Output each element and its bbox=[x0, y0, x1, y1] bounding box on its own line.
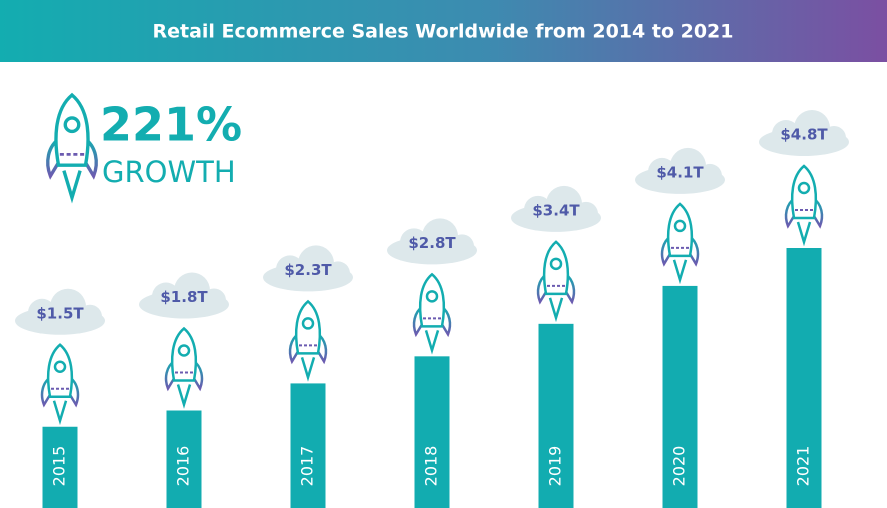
value-label: $2.3T bbox=[284, 261, 332, 279]
cloud-part bbox=[28, 298, 56, 327]
rocket-flame bbox=[62, 170, 82, 204]
rocket-window bbox=[301, 317, 315, 330]
cloud-part bbox=[326, 261, 350, 286]
bar bbox=[786, 248, 822, 508]
bar bbox=[42, 426, 78, 508]
cloud-part bbox=[202, 288, 226, 313]
rocket-window bbox=[63, 116, 81, 134]
bar bbox=[414, 356, 450, 508]
bar bbox=[166, 410, 202, 508]
cloud bbox=[387, 218, 477, 265]
cloud-part bbox=[648, 157, 676, 186]
rocket-icon bbox=[164, 326, 204, 409]
rocket-icon bbox=[412, 272, 452, 355]
rocket-icon bbox=[288, 299, 328, 382]
rocket-window bbox=[549, 257, 563, 271]
cloud-part bbox=[524, 195, 552, 224]
cloud-part bbox=[772, 120, 800, 148]
rocket-window bbox=[177, 344, 191, 357]
cloud-part bbox=[276, 255, 304, 284]
cloud-part bbox=[400, 228, 428, 257]
cloud bbox=[263, 245, 353, 292]
cloud-part bbox=[78, 304, 102, 329]
rocket-flame bbox=[424, 329, 440, 355]
value-label: $3.4T bbox=[532, 201, 580, 219]
x-tick-label: 2019 bbox=[546, 446, 565, 487]
rocket-icon bbox=[46, 92, 98, 204]
rocket-icon bbox=[660, 202, 700, 285]
bar bbox=[538, 323, 574, 508]
x-tick-label: 2020 bbox=[670, 446, 689, 487]
cloud-part bbox=[174, 272, 210, 309]
cloud bbox=[15, 288, 105, 335]
value-label: $1.5T bbox=[36, 304, 84, 322]
title-banner bbox=[0, 0, 887, 62]
value-label: $4.8T bbox=[780, 126, 828, 144]
rocket-window bbox=[673, 219, 687, 233]
rocket-flame bbox=[52, 400, 68, 426]
cloud-part bbox=[422, 218, 458, 255]
rocket-icon bbox=[784, 164, 824, 247]
cloud bbox=[511, 185, 601, 232]
rocket-window bbox=[425, 290, 439, 303]
cloud bbox=[635, 147, 725, 194]
rocket-flame bbox=[176, 384, 192, 409]
cloud-part bbox=[794, 110, 830, 146]
rocket-icon bbox=[40, 343, 80, 426]
cloud-part bbox=[152, 282, 180, 311]
rocket-window bbox=[797, 181, 811, 195]
rocket-flame bbox=[300, 357, 316, 382]
cloud-part bbox=[670, 147, 706, 184]
x-tick-label: 2016 bbox=[174, 446, 193, 487]
rocket-flame bbox=[796, 221, 812, 247]
bar bbox=[662, 285, 698, 508]
cloud-part bbox=[298, 245, 334, 282]
growth-label: GROWTH bbox=[102, 155, 236, 189]
cloud-part bbox=[450, 234, 474, 259]
x-tick-label: 2021 bbox=[794, 446, 813, 487]
rocket-flame bbox=[548, 297, 564, 323]
rocket-window bbox=[53, 360, 67, 373]
x-tick-label: 2017 bbox=[298, 446, 317, 487]
rocket-flame bbox=[672, 259, 688, 285]
chart-title: Retail Ecommerce Sales Worldwide from 20… bbox=[152, 21, 733, 43]
cloud-part bbox=[698, 163, 722, 188]
value-label: $4.1T bbox=[656, 163, 704, 181]
value-label: $1.8T bbox=[160, 288, 208, 306]
growth-value: 221% bbox=[100, 98, 242, 152]
rocket-icon bbox=[536, 240, 576, 323]
cloud-part bbox=[50, 288, 86, 325]
value-label: $2.8T bbox=[408, 234, 456, 252]
x-tick-label: 2015 bbox=[50, 446, 69, 487]
cloud bbox=[759, 110, 849, 156]
cloud-part bbox=[574, 201, 598, 226]
cloud-part bbox=[822, 126, 846, 150]
x-tick-label: 2018 bbox=[422, 446, 441, 487]
bar bbox=[290, 383, 326, 508]
cloud-part bbox=[546, 185, 582, 222]
cloud bbox=[139, 272, 229, 319]
